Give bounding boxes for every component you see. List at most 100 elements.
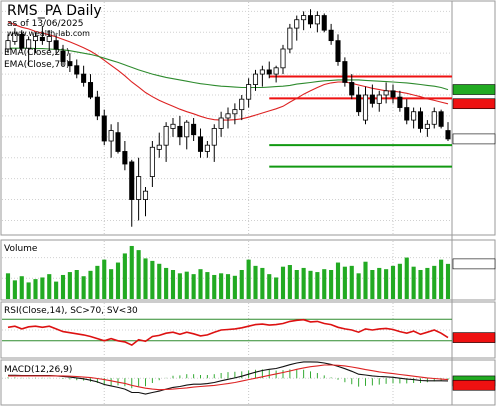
candle-body bbox=[239, 98, 245, 111]
candle-body bbox=[335, 40, 341, 62]
volume-bar bbox=[191, 274, 196, 299]
candle-body bbox=[287, 27, 293, 50]
macd-title: MACD(12,26,9) bbox=[4, 365, 72, 375]
volume-tag bbox=[452, 258, 496, 270]
candle-body bbox=[19, 33, 25, 49]
volume-bar bbox=[294, 270, 299, 299]
candle-body bbox=[67, 61, 73, 67]
volume-bar bbox=[308, 270, 313, 299]
volume-bar bbox=[397, 263, 402, 299]
volume-bar bbox=[315, 272, 320, 299]
volume-bar bbox=[425, 267, 430, 299]
candle-body bbox=[362, 94, 369, 121]
volume-bar bbox=[267, 274, 272, 299]
volume-bar bbox=[322, 269, 327, 299]
macd-tag-macd_signal bbox=[452, 379, 496, 391]
candle-body bbox=[74, 65, 80, 75]
volume-bar bbox=[301, 267, 306, 299]
volume-title: Volume bbox=[4, 244, 38, 254]
volume-bar bbox=[109, 269, 114, 299]
candle-body bbox=[163, 125, 169, 146]
price-tag-ema70 bbox=[452, 84, 496, 95]
volume-bar bbox=[384, 269, 389, 299]
volume-bar bbox=[246, 259, 251, 299]
candle-body bbox=[177, 125, 183, 138]
volume-bar bbox=[274, 277, 279, 299]
price-tag-ema21 bbox=[452, 98, 496, 110]
volume-bar bbox=[198, 269, 203, 299]
candle-body bbox=[101, 115, 107, 142]
volume-bar bbox=[136, 250, 141, 299]
candle-body bbox=[445, 130, 451, 140]
volume-bar bbox=[356, 273, 361, 299]
volume-bar bbox=[335, 262, 341, 299]
volume-bar bbox=[26, 282, 31, 299]
candle-body bbox=[273, 67, 279, 75]
candle-body bbox=[424, 123, 430, 129]
price-tag-close bbox=[452, 133, 496, 145]
candle-body bbox=[170, 123, 176, 129]
candle-body bbox=[53, 40, 59, 50]
candle-body bbox=[108, 130, 114, 142]
candle-body bbox=[156, 144, 162, 150]
candle-body bbox=[149, 146, 155, 177]
volume-bar bbox=[253, 265, 258, 299]
volume-bar bbox=[143, 258, 148, 299]
candle-body bbox=[369, 94, 375, 104]
macd-signal-line bbox=[8, 364, 449, 391]
candle-body bbox=[404, 107, 410, 121]
rsi-tag bbox=[452, 332, 496, 343]
volume-bar bbox=[122, 253, 127, 299]
candle-body bbox=[81, 73, 87, 83]
candle-body bbox=[246, 84, 252, 100]
candle-body bbox=[12, 32, 18, 42]
candle-body bbox=[411, 111, 417, 121]
candle-body bbox=[307, 15, 314, 25]
candle-body bbox=[266, 69, 272, 75]
volume-bar bbox=[47, 274, 52, 299]
volume-bar bbox=[164, 267, 169, 299]
legend-ema70: EMA(Close,70) bbox=[4, 60, 69, 70]
candle-body bbox=[39, 36, 45, 42]
candle-body bbox=[390, 90, 396, 98]
volume-bar bbox=[411, 266, 416, 299]
volume-bar bbox=[81, 276, 86, 299]
candle-body bbox=[46, 36, 52, 42]
candle-body bbox=[280, 48, 286, 69]
volume-bar bbox=[390, 265, 396, 299]
candle-body bbox=[184, 121, 190, 138]
candle-body bbox=[32, 36, 39, 42]
volume-bar bbox=[74, 270, 79, 299]
volume-bar bbox=[445, 263, 451, 299]
rsi-line bbox=[7, 318, 449, 347]
watermark: www.wealth-lab.com bbox=[7, 29, 90, 38]
volume-bar bbox=[342, 266, 347, 299]
volume-bar bbox=[67, 272, 72, 299]
candle-body bbox=[191, 123, 197, 136]
volume-bar bbox=[225, 274, 231, 299]
volume-bar bbox=[439, 259, 444, 299]
candle-body bbox=[87, 82, 94, 98]
volume-bar bbox=[363, 261, 368, 299]
candle-body bbox=[328, 29, 334, 42]
chart-subtitle: as of 13/06/2025 bbox=[7, 19, 83, 29]
candle-body bbox=[356, 94, 362, 113]
volume-bar bbox=[287, 265, 292, 299]
candle-body bbox=[142, 190, 149, 200]
volume-bar bbox=[157, 263, 162, 299]
volume-bar bbox=[12, 280, 17, 299]
volume-bar bbox=[150, 260, 155, 299]
volume-bar bbox=[239, 270, 244, 299]
volume-bar bbox=[129, 245, 134, 299]
volume-bar bbox=[5, 273, 11, 299]
volume-bar bbox=[177, 273, 182, 299]
legend-ema21: EMA(Close,21) bbox=[4, 48, 69, 58]
candle-body bbox=[122, 151, 128, 165]
candle-body bbox=[26, 39, 32, 49]
volume-bar bbox=[212, 274, 217, 299]
volume-bar bbox=[418, 270, 423, 299]
candle-body bbox=[438, 111, 444, 127]
candle-body bbox=[252, 73, 259, 85]
rsi-title: RSI(Close,14), SC>70, SV<30 bbox=[4, 306, 138, 316]
candle-body bbox=[129, 161, 135, 200]
